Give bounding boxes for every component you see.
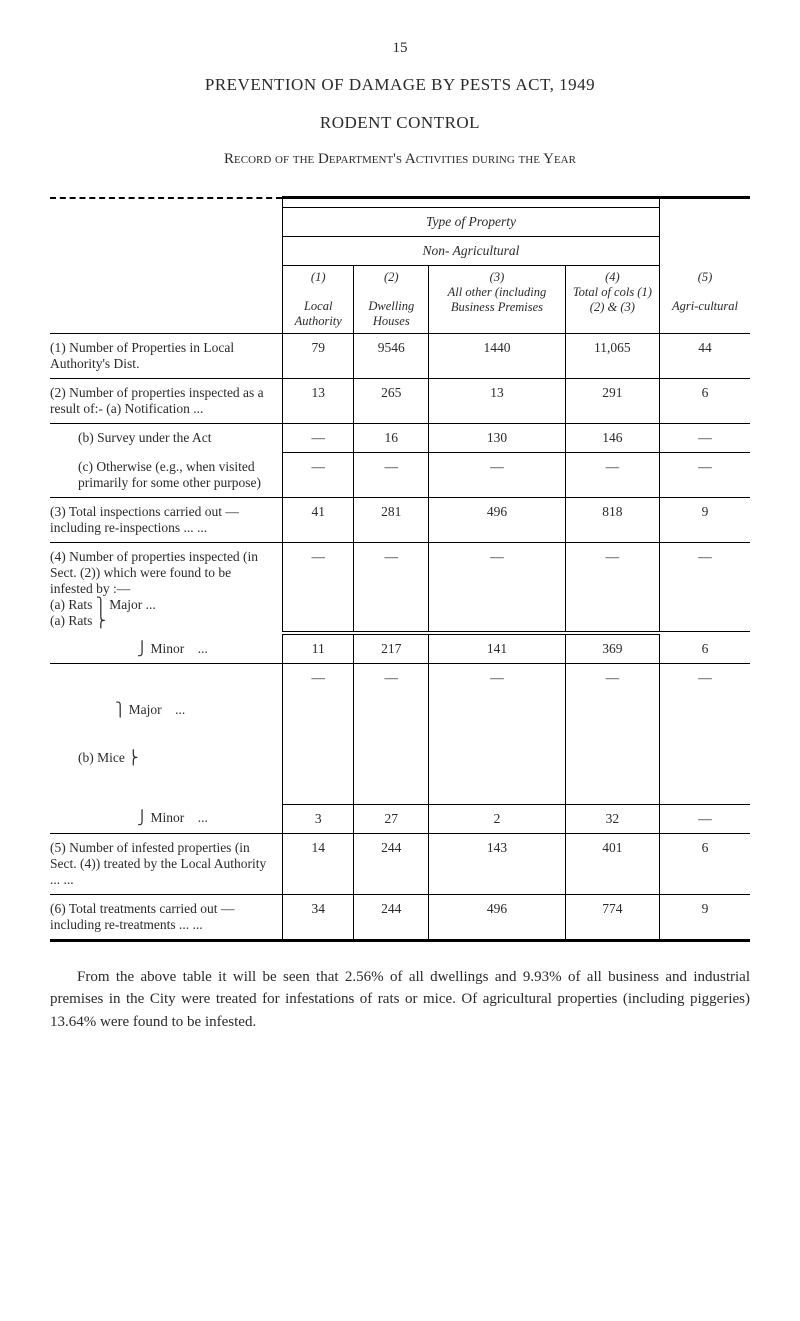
col3-label: All other (including Business Premises [432, 285, 562, 315]
cell: 143 [429, 833, 566, 894]
cell: 818 [565, 497, 659, 542]
cell: 79 [283, 334, 354, 379]
table-row: ⎭ Minor ... 3 27 2 32 — [50, 804, 750, 833]
cell: 401 [565, 833, 659, 894]
table-row: (1) Number of Properties in Local Author… [50, 334, 750, 379]
cell: 6 [660, 379, 751, 424]
cell: 1440 [429, 334, 566, 379]
cell: — [354, 453, 429, 498]
row-label: (6) Total treatments carried out — inclu… [50, 894, 283, 940]
row-label: (1) Number of Properties in Local Author… [50, 334, 283, 379]
cell: 11 [283, 635, 354, 664]
table-row: (2) Number of properties inspected as a … [50, 379, 750, 424]
cell: — [283, 664, 354, 805]
row-label: (5) Number of infested properties (in Se… [50, 833, 283, 894]
cell: 16 [354, 424, 429, 453]
title-subject: RODENT CONTROL [50, 113, 750, 133]
table-row: (3) Total inspections carried out — incl… [50, 497, 750, 542]
col1-num: (1) [286, 270, 350, 285]
cell: — [354, 542, 429, 631]
cell: — [660, 453, 751, 498]
cell: — [354, 664, 429, 805]
cell: 32 [565, 804, 659, 833]
cell: — [565, 664, 659, 805]
cell: 244 [354, 833, 429, 894]
row-label: (3) Total inspections carried out — incl… [50, 497, 283, 542]
row-label: ⎭ Minor ... [50, 804, 283, 833]
cell: 291 [565, 379, 659, 424]
cell: 9546 [354, 334, 429, 379]
table-row: ⎭ Minor ... 11 217 141 369 6 [50, 635, 750, 664]
cell: — [660, 424, 751, 453]
cell: 369 [565, 635, 659, 664]
col4-label: Total of cols (1) (2) & (3) [569, 285, 656, 315]
summary-paragraph: From the above table it will be seen tha… [50, 966, 750, 1034]
row-label: ⎫ Major ... (b) Mice ⎬ [50, 664, 283, 805]
cell: 496 [429, 894, 566, 940]
cell: 44 [660, 334, 751, 379]
row-label: (b) Survey under the Act [50, 424, 283, 453]
cell: 146 [565, 424, 659, 453]
header-type-of-property: Type of Property [283, 208, 660, 237]
cell: 130 [429, 424, 566, 453]
cell: 27 [354, 804, 429, 833]
cell: 9 [660, 894, 751, 940]
cell: 244 [354, 894, 429, 940]
cell: 217 [354, 635, 429, 664]
cell: 6 [660, 833, 751, 894]
page-number: 15 [50, 40, 750, 57]
cell: — [660, 664, 751, 805]
cell: 14 [283, 833, 354, 894]
cell: 9 [660, 497, 751, 542]
table-row: (4) Number of properties inspected (in S… [50, 542, 750, 631]
col2-label: Dwelling Houses [357, 299, 425, 329]
col4-num: (4) [569, 270, 656, 285]
cell: — [429, 664, 566, 805]
cell: 265 [354, 379, 429, 424]
cell: 34 [283, 894, 354, 940]
cell: 11,065 [565, 334, 659, 379]
row-label: (4) Number of properties inspected (in S… [50, 542, 283, 635]
col1-label: Local Authority [286, 299, 350, 329]
row-label: (c) Otherwise (e.g., when visited primar… [50, 453, 283, 498]
cell: — [660, 804, 751, 833]
title-act: PREVENTION OF DAMAGE BY PESTS ACT, 1949 [50, 75, 750, 95]
cell: — [660, 542, 751, 631]
cell: — [565, 453, 659, 498]
title-record: Record of the Department's Activities du… [50, 151, 750, 168]
table-row: ⎫ Major ... (b) Mice ⎬ — — — — — [50, 664, 750, 805]
row-label: ⎭ Minor ... [50, 635, 283, 664]
col5-num: (5) [663, 270, 747, 285]
cell: 3 [283, 804, 354, 833]
cell: 774 [565, 894, 659, 940]
cell: 281 [354, 497, 429, 542]
col2-num: (2) [357, 270, 425, 285]
table-row: (b) Survey under the Act — 16 130 146 — [50, 424, 750, 453]
cell: — [565, 542, 659, 631]
cell: 13 [283, 379, 354, 424]
rodent-control-table: Type of Property Non- Agricultural (1) L… [50, 196, 750, 942]
table-row: (5) Number of infested properties (in Se… [50, 833, 750, 894]
cell: 496 [429, 497, 566, 542]
row-label: (2) Number of properties inspected as a … [50, 379, 283, 424]
col5-label: Agri-cultural [663, 299, 747, 314]
cell: 141 [429, 635, 566, 664]
cell: — [429, 542, 566, 631]
cell: — [283, 453, 354, 498]
cell: 41 [283, 497, 354, 542]
cell: 2 [429, 804, 566, 833]
cell: 13 [429, 379, 566, 424]
cell: 6 [660, 635, 751, 664]
cell: — [283, 424, 354, 453]
table-row: (c) Otherwise (e.g., when visited primar… [50, 453, 750, 498]
table-row: (6) Total treatments carried out — inclu… [50, 894, 750, 940]
cell: — [283, 542, 354, 631]
col3-num: (3) [432, 270, 562, 285]
cell: — [429, 453, 566, 498]
header-non-agricultural: Non- Agricultural [283, 237, 660, 266]
